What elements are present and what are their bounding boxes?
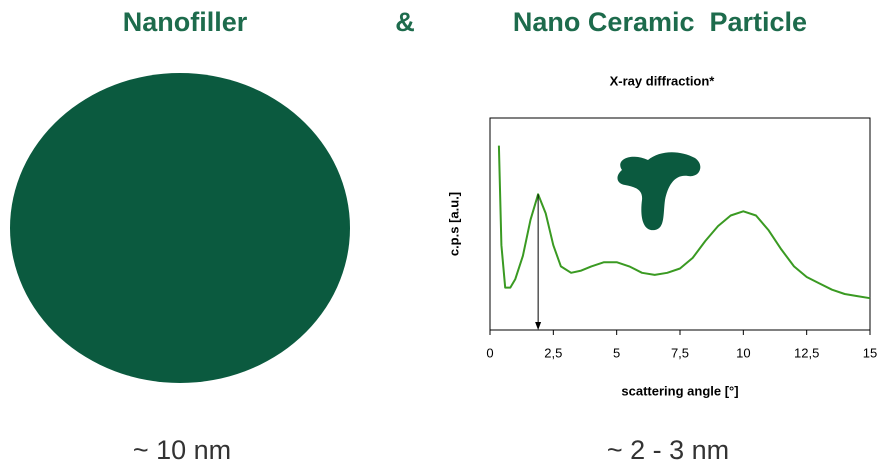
xrd-line bbox=[497, 145, 871, 300]
nanofiller-circle bbox=[10, 73, 350, 383]
left-title: Nanofiller bbox=[123, 7, 248, 37]
x-tick-label: 5 bbox=[613, 345, 620, 360]
x-tick-label: 2,5 bbox=[544, 345, 562, 360]
x-tick-label: 12,5 bbox=[794, 345, 819, 360]
particle-shape bbox=[617, 152, 701, 231]
x-tick-label: 0 bbox=[486, 345, 493, 360]
connector: & bbox=[395, 7, 415, 37]
x-axis-label: scattering angle [°] bbox=[621, 383, 738, 398]
y-axis-label: c.p.s [a.u.] bbox=[446, 192, 461, 256]
peak-arrowhead bbox=[535, 322, 542, 330]
chart-title: X-ray diffraction* bbox=[610, 73, 716, 88]
x-tick-label: 10 bbox=[736, 345, 750, 360]
right-title: Nano Ceramic Particle bbox=[513, 7, 807, 37]
x-tick-label: 15 bbox=[863, 345, 877, 360]
plot-frame bbox=[489, 117, 871, 331]
left-size: ~ 10 nm bbox=[133, 435, 231, 465]
x-tick-label: 7,5 bbox=[671, 345, 689, 360]
right-size: ~ 2 - 3 nm bbox=[607, 435, 729, 465]
